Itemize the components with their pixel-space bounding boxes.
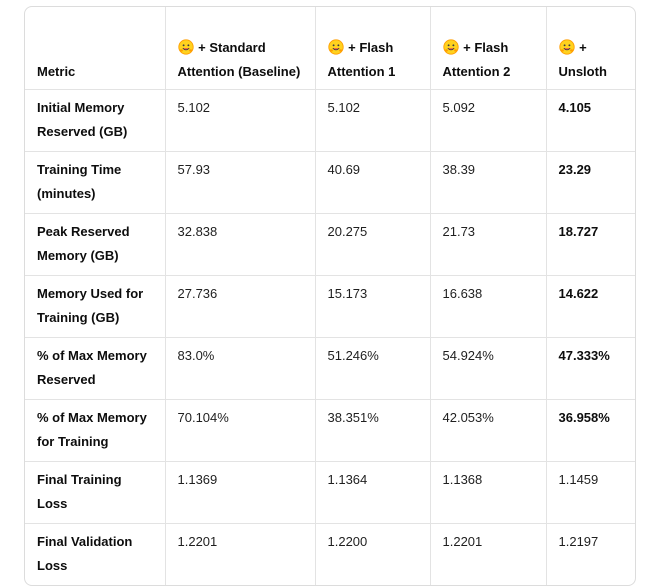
table-row: Peak Reserved Memory (GB) 32.838 20.275 21.… xyxy=(25,213,635,276)
table-row: Final Training Loss 1.1369 1.1364 1.1368 1.1… xyxy=(25,461,635,524)
best-value-cell: 18.727 xyxy=(546,213,635,276)
value-cell: 16.638 xyxy=(430,275,547,338)
metric-name-cell: Peak Reserved Memory (GB) xyxy=(25,213,166,276)
value-cell: 21.73 xyxy=(430,213,547,276)
value-cell: 1.2201 xyxy=(165,523,316,585)
best-value-cell: 14.622 xyxy=(546,275,635,338)
value-cell: 38.351% xyxy=(315,399,431,462)
value-cell: 54.924% xyxy=(430,337,547,400)
value-cell: 57.93 xyxy=(165,151,316,214)
value-cell: 40.69 xyxy=(315,151,431,214)
metric-name-cell: Final Validation Loss xyxy=(25,523,166,585)
metric-name-cell: Final Training Loss xyxy=(25,461,166,524)
best-value-cell: 23.29 xyxy=(546,151,635,214)
table-row: Memory Used for Training (GB) 27.736 15.17… xyxy=(25,275,635,338)
table-row: % of Max Memory Reserved 83.0% 51.246% 54.9… xyxy=(25,337,635,400)
value-cell: 15.173 xyxy=(315,275,431,338)
value-cell: 1.2197 xyxy=(558,533,599,549)
table-row: Initial Memory Reserved (GB) 5.102 5.102 5.… xyxy=(25,89,635,152)
value-cell: 1.1459 xyxy=(546,461,635,524)
table-row: Final Validation Loss 1.2201 1.2200 1.2201 1… xyxy=(25,523,635,585)
value-cell: 1.1368 xyxy=(430,461,547,524)
value-cell: 42.053% xyxy=(430,399,547,462)
hugging-face-icon xyxy=(177,38,194,55)
metric-name-cell: % of Max Memory for Training xyxy=(25,399,166,462)
best-value-cell: 47.333% xyxy=(546,337,635,400)
hugging-face-icon xyxy=(558,38,575,55)
header-row: Metric + Standard Attention (Baseline) +… xyxy=(25,7,635,90)
value-cell: 1.1369 xyxy=(165,461,316,524)
column-header-label: Metric xyxy=(37,63,76,79)
column-header-4: + Unsloth xyxy=(546,7,635,90)
hugging-face-icon xyxy=(327,38,344,55)
metric-name-cell: Memory Used for Training (GB) xyxy=(25,275,166,338)
comparison-table-container: Metric + Standard Attention (Baseline) +… xyxy=(24,6,636,586)
column-header-1: + Standard Attention (Baseline) xyxy=(165,7,316,90)
table-row: Training Time (minutes) 57.93 40.69 38.39 23… xyxy=(25,151,635,214)
metric-name-cell: Training Time (minutes) xyxy=(25,151,166,214)
value-cell: 70.104% xyxy=(165,399,316,462)
column-header-label: + Standard Attention (Baseline) xyxy=(177,39,301,79)
value-cell: 1.1364 xyxy=(315,461,431,524)
column-header-3: + Flash Attention 2 xyxy=(430,7,547,90)
value-cell: 20.275 xyxy=(315,213,431,276)
value-cell: 38.39 xyxy=(430,151,547,214)
table-row: % of Max Memory for Training 70.104% 38.35… xyxy=(25,399,635,462)
value-cell: 5.102 xyxy=(165,89,316,152)
value-cell: 83.0% xyxy=(165,337,316,400)
hugging-face-icon xyxy=(442,38,459,55)
column-header-label: + Flash Attention 2 xyxy=(442,39,511,79)
best-value-cell: 36.958% xyxy=(546,399,635,462)
value-cell: 32.838 xyxy=(165,213,316,276)
value-cell: 1.2201 xyxy=(430,523,547,585)
value-cell: 27.736 xyxy=(165,275,316,338)
comparison-table: Metric + Standard Attention (Baseline) +… xyxy=(25,7,635,585)
table-body: Initial Memory Reserved (GB) 5.102 5.102 5.… xyxy=(25,89,635,585)
value-cell: 1.2200 xyxy=(315,523,431,585)
column-header-label: + Flash Attention 1 xyxy=(327,39,396,79)
column-header-0: Metric xyxy=(25,7,166,90)
best-value-cell: 4.105 xyxy=(546,89,635,152)
metric-name-cell: % of Max Memory Reserved xyxy=(25,337,166,400)
value-cell: 5.102 xyxy=(315,89,431,152)
table-header: Metric + Standard Attention (Baseline) +… xyxy=(25,7,635,90)
value-cell: 51.246% xyxy=(315,337,431,400)
metric-name-cell: Initial Memory Reserved (GB) xyxy=(25,89,166,152)
column-header-2: + Flash Attention 1 xyxy=(315,7,431,90)
column-header-label: + Unsloth xyxy=(558,39,607,79)
value-cell: 5.092 xyxy=(430,89,547,152)
